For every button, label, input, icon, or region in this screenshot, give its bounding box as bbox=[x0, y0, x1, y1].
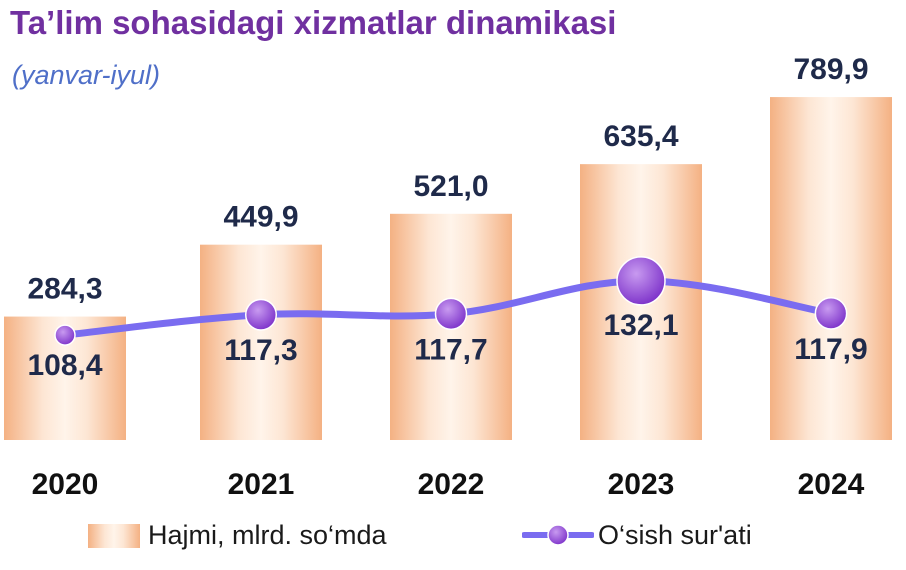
legend-line-swatch bbox=[522, 524, 594, 546]
legend-bar-swatch bbox=[88, 524, 140, 548]
category-label-2020: 2020 bbox=[32, 468, 99, 501]
category-label-2021: 2021 bbox=[228, 468, 295, 501]
bar-value-label-2024: 789,9 bbox=[793, 53, 868, 86]
bar-value-label-2023: 635,4 bbox=[603, 120, 678, 153]
legend-item-growth: O‘sish sur'ati bbox=[522, 510, 752, 560]
legend: Hajmi, mlrd. so‘mda O‘sish sur'ati bbox=[0, 510, 906, 560]
bar-series bbox=[4, 97, 892, 440]
bar-2021 bbox=[200, 244, 322, 440]
category-label-2022: 2022 bbox=[418, 468, 485, 501]
growth-point-2020 bbox=[54, 324, 76, 346]
bar-value-label-2020: 284,3 bbox=[27, 273, 102, 306]
bar-2024 bbox=[770, 97, 892, 440]
bar-value-labels: 284,3 449,9 521,0 635,4 789,9 bbox=[27, 53, 868, 306]
growth-value-label-2022: 117,7 bbox=[414, 333, 487, 366]
growth-point-2023 bbox=[616, 256, 666, 306]
legend-label-growth: O‘sish sur'ati bbox=[598, 519, 752, 550]
growth-value-label-2020: 108,4 bbox=[27, 349, 102, 382]
legend-item-volume: Hajmi, mlrd. so‘mda bbox=[86, 510, 387, 560]
category-label-2023: 2023 bbox=[608, 468, 675, 501]
growth-point-2021 bbox=[244, 298, 278, 331]
chart-title: Ta’lim sohasidagi xizmatlar dinamikasi bbox=[10, 4, 617, 41]
chart-subtitle: (yanvar-iyul) bbox=[12, 60, 161, 90]
bar-value-label-2021: 449,9 bbox=[223, 201, 298, 234]
category-axis-labels: 2020 2021 2022 2023 2024 bbox=[32, 468, 865, 501]
growth-point-2022 bbox=[434, 297, 468, 331]
growth-value-labels: 108,4 117,3 117,7 132,1 117,9 bbox=[27, 309, 867, 382]
category-label-2024: 2024 bbox=[798, 468, 865, 501]
growth-point-2024 bbox=[814, 297, 848, 330]
bar-value-label-2022: 521,0 bbox=[413, 170, 488, 203]
growth-value-label-2024: 117,9 bbox=[794, 333, 867, 366]
legend-label-volume: Hajmi, mlrd. so‘mda bbox=[148, 519, 387, 550]
chart-area: 284,3 449,9 521,0 635,4 789,9 108,4 117,3 117,… bbox=[4, 53, 892, 501]
growth-value-label-2021: 117,3 bbox=[224, 334, 297, 367]
growth-value-label-2023: 132,1 bbox=[603, 309, 678, 342]
growth-line-series bbox=[54, 256, 848, 346]
